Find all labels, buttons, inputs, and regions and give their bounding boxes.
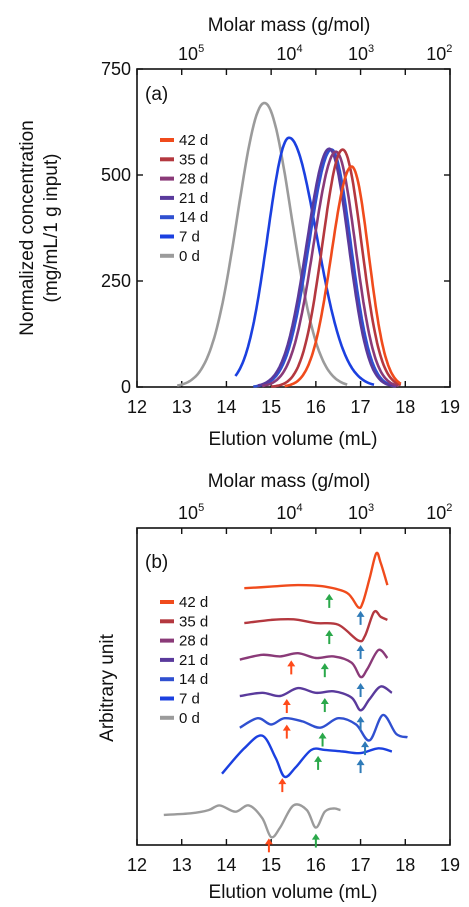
panel-b-x-axis-label: Elution volume (mL) (209, 882, 378, 903)
panel-b-x-tick-label: 18 (395, 855, 415, 875)
panel-b-arrow-marker (325, 593, 334, 608)
panel-a-top-tick-label: 103 (348, 43, 374, 64)
panel-b-arrow-marker (356, 716, 365, 731)
panel-b-arrow-marker (278, 778, 287, 793)
panel-b-top-tick-label: 104 (276, 502, 302, 523)
panel-a-x-axis-label: Elution volume (mL) (209, 429, 378, 450)
panel-b-top-axis-label: Molar mass (g/mol) (208, 471, 371, 492)
panel-a-x-tick-label: 15 (261, 397, 281, 417)
panel-b-series-35d-line (244, 610, 388, 643)
panel-a-y-tick-label: 750 (101, 59, 131, 79)
panel-b-legend-label: 35 d (179, 613, 208, 630)
panel-a-x-tick-label: 12 (127, 397, 147, 417)
panel-a-legend: 42 d 35 d 28 d 21 d 14 d 7 d 0 d (160, 132, 208, 265)
panel-a-series-21d-line (257, 147, 397, 388)
panel-a-legend-label: 0 d (179, 248, 200, 265)
panel-a-series-35d-line (270, 148, 402, 388)
panel-a-y-axis-label-line2: (mg/mL/1 g input) (41, 154, 62, 303)
panel-b-arrow-marker (325, 630, 334, 645)
panel-a-top-tick-label: 105 (178, 43, 204, 64)
panel-b-top-ticks: 105 104 103 102 (178, 502, 452, 523)
panel-b-x-tick-label: 17 (351, 855, 371, 875)
panel-b-series-21d-line (239, 685, 393, 712)
panel-a-curves (176, 101, 402, 388)
panel-b-top-tick-label: 103 (348, 502, 374, 523)
panel-a-x-tick-label: 13 (172, 397, 192, 417)
panel-b-series-28d-line (239, 648, 389, 679)
panel-b-arrow-marker (287, 660, 296, 675)
panel-b-series-14d-line (239, 713, 408, 742)
panel-b-arrow-marker (356, 759, 365, 774)
panel-b-arrow-marker (282, 699, 291, 714)
panel-b-arrow-marker (320, 698, 329, 713)
panel-b-arrow-marker (361, 741, 370, 756)
panel-b-legend-label: 21 d (179, 652, 208, 669)
panel-b-arrow-marker (314, 755, 323, 770)
panel-a-legend-label: 35 d (179, 151, 208, 168)
panel-b-arrow-marker (356, 682, 365, 697)
panel-b-x-tick-label: 13 (172, 855, 192, 875)
panel-a-series-42d-line (284, 165, 402, 388)
panel-b-arrow-marker (264, 838, 273, 853)
panel-b-curves (163, 551, 408, 839)
panel-b-x-tick-label: 16 (306, 855, 326, 875)
panel-b-x-tick-label: 14 (216, 855, 236, 875)
panel-a-y-tick-label: 500 (101, 165, 131, 185)
panel-b-legend-label: 7 d (179, 691, 200, 708)
panel-b-arrows (264, 593, 370, 853)
panel-b-x-tick-label: 19 (440, 855, 460, 875)
panel-b-x-tick-label: 12 (127, 855, 147, 875)
panel-a-x-tick-label: 17 (351, 397, 371, 417)
panel-a-x-tick-label: 18 (395, 397, 415, 417)
panel-b-label: (b) (145, 552, 168, 573)
panel-a: Molar mass (g/mol) 105 104 103 102 12 13 14 15… (17, 15, 460, 450)
panel-b-arrow-marker (282, 724, 291, 739)
panel-b-legend-label: 28 d (179, 633, 208, 650)
panel-a-y-tick-label: 0 (121, 377, 131, 397)
panel-a-legend-label: 21 d (179, 190, 208, 207)
panel-a-y-axis-label-line1: Normalized concentration (17, 120, 38, 335)
panel-a-top-tick-label: 104 (276, 43, 302, 64)
panel-a-label: (a) (145, 84, 168, 105)
panel-b-top-tick-label: 102 (426, 502, 452, 523)
panel-b-series-42d-line (244, 551, 389, 610)
panel-b-arrow-marker (320, 663, 329, 678)
panel-a-series-0d-line (176, 101, 348, 387)
panel-b-arrow-marker (318, 732, 327, 747)
panel-b-y-axis-label: Arbitrary unit (97, 633, 118, 741)
panel-b-legend-label: 14 d (179, 671, 208, 688)
panel-b-arrow-marker (311, 833, 320, 848)
panel-b-arrow-marker (356, 610, 365, 625)
panel-a-x-tick-label: 14 (216, 397, 236, 417)
panel-a-legend-label: 14 d (179, 209, 208, 226)
panel-b-series-0d-line (163, 803, 341, 839)
panel-a-plot-frame (136, 68, 451, 388)
panel-b-plot-frame (136, 527, 451, 846)
panel-a-legend-label: 7 d (179, 229, 200, 246)
panel-a-top-ticks: 105 104 103 102 (178, 43, 452, 64)
panel-a-series-28d-line (261, 150, 399, 388)
panel-b: Molar mass (g/mol) 105 104 103 102 12 13 14 15… (97, 471, 460, 903)
panel-a-y-tick-label: 250 (101, 271, 131, 291)
panel-b-x-tick-label: 15 (261, 855, 281, 875)
panel-a-y-ticks: 0 250 500 750 (101, 59, 450, 397)
panel-a-series-7d-line (234, 136, 375, 386)
panel-a-x-tick-label: 16 (306, 397, 326, 417)
panel-a-x-ticks: 12 13 14 15 16 17 18 19 (127, 69, 460, 417)
panel-b-arrow-marker (356, 644, 365, 659)
panel-b-legend: 42 d 35 d 28 d 21 d 14 d 7 d 0 d (160, 594, 208, 727)
panel-a-x-tick-label: 19 (440, 397, 460, 417)
panel-b-x-ticks: 12 13 14 15 16 17 18 19 (127, 528, 460, 875)
panel-a-legend-label: 42 d (179, 132, 208, 149)
panel-b-top-tick-label: 105 (178, 502, 204, 523)
panel-a-series-14d-line (253, 148, 393, 388)
panel-b-series-7d-line (221, 734, 393, 779)
panel-a-top-axis-label: Molar mass (g/mol) (208, 15, 371, 36)
panel-b-legend-label: 0 d (179, 710, 200, 727)
panel-a-top-tick-label: 102 (426, 43, 452, 64)
panel-b-legend-label: 42 d (179, 594, 208, 611)
panel-a-legend-label: 28 d (179, 171, 208, 188)
